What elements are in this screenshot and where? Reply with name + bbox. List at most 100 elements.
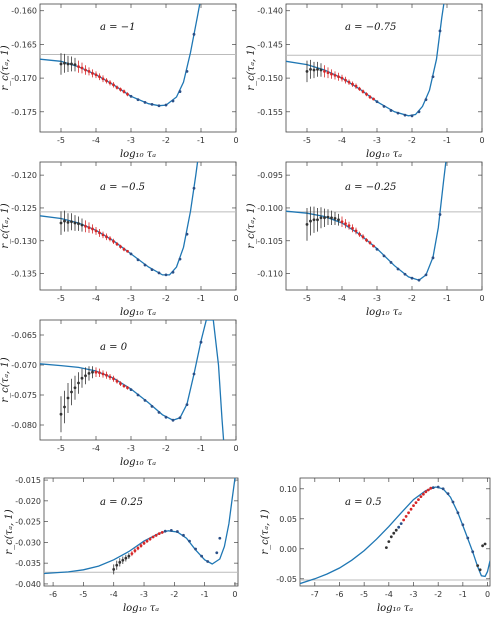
panel-7: -7 -6 -5 -4 -3 -2 -1 0 0.10 0.05 0.00 -0.05 a = 0.5 l… (260, 477, 491, 614)
x-tick-label: -5 (57, 294, 65, 303)
annotation-label: a = −0.25 (345, 182, 396, 193)
data-point (129, 252, 133, 256)
data-point (66, 220, 70, 224)
data-point (59, 62, 63, 66)
plot-frame (39, 161, 237, 291)
data-point (154, 533, 158, 537)
data-point (407, 511, 410, 515)
panel-5: -5 -4 -3 -2 -1 0 -0.065 -0.070 -0.075 -0.080 a = 0… (0, 319, 239, 468)
data-point (105, 235, 108, 239)
x-tick-label: 0 (479, 136, 484, 145)
data-point (424, 490, 428, 494)
data-point (323, 69, 326, 73)
plot-frame (39, 319, 237, 441)
y-tick-label: -0.125 (11, 204, 37, 213)
y-axis-label: r_c(τₐ, 1) (0, 203, 11, 248)
data-point (98, 75, 101, 79)
data-point (446, 492, 450, 495)
y-tick-label: -0.015 (15, 476, 41, 485)
data-point (316, 218, 319, 222)
x-tick-label: -4 (92, 294, 100, 303)
y-axis-label: r_c(τₐ, 1) (260, 509, 271, 554)
data-point (77, 222, 80, 226)
data-point (354, 84, 358, 88)
data-point (77, 65, 80, 69)
plot-area (40, 162, 236, 277)
y-tick-label: -0.030 (15, 538, 41, 547)
data-point (382, 254, 386, 258)
data-point (84, 68, 87, 72)
x-tick-label: -6 (49, 590, 57, 599)
x-axis-label: log₁₀ τₐ (120, 149, 156, 160)
data-point (169, 528, 173, 532)
data-point (456, 511, 460, 515)
y-tick-label: -0.135 (11, 270, 37, 279)
data-point (199, 340, 203, 344)
data-point (66, 396, 70, 400)
x-tick-label: 0 (233, 294, 238, 303)
annotation-label: a = 0.5 (345, 497, 382, 508)
x-tick-label: -3 (127, 294, 135, 303)
data-point (142, 541, 146, 545)
data-point (426, 488, 430, 492)
data-point (115, 563, 119, 567)
y-tick-label: -0.145 (257, 40, 283, 49)
data-point (410, 114, 414, 118)
data-point (98, 231, 101, 235)
data-point (175, 530, 179, 533)
data-point (70, 220, 73, 224)
y-tick-label: -0.040 (15, 580, 41, 589)
data-point (112, 240, 115, 243)
data-point (151, 535, 155, 539)
fit-curve (40, 320, 225, 440)
x-axis-label: log₁₀ τₐ (123, 603, 159, 614)
plot-area (300, 485, 490, 585)
annotation-label: a = −1 (100, 22, 135, 33)
x-axis-label: log₁₀ τₐ (377, 603, 413, 614)
y-axis-label: r_c(τₐ, 1) (4, 509, 15, 554)
data-point (145, 539, 149, 543)
x-tick-label: -4 (385, 590, 393, 599)
data-point (115, 86, 119, 89)
data-point (115, 379, 119, 383)
data-point (185, 232, 189, 236)
data-point (414, 501, 418, 504)
data-point (319, 216, 323, 220)
annotation-label: a = −0.75 (345, 22, 396, 33)
data-point (164, 273, 168, 277)
data-point (119, 382, 122, 385)
x-axis-label: log₁₀ τₐ (120, 307, 156, 318)
data-point (130, 552, 134, 555)
data-point (70, 62, 73, 66)
data-point (98, 371, 101, 375)
data-point (127, 554, 131, 558)
data-point (361, 235, 365, 239)
data-point (94, 73, 98, 77)
x-tick-label: -2 (170, 590, 178, 599)
data-point (436, 485, 440, 489)
data-point (431, 256, 435, 260)
x-tick-label: -3 (127, 136, 135, 145)
data-point (438, 213, 442, 216)
data-point (157, 271, 161, 275)
annotation-label: a = −0.5 (100, 182, 145, 193)
x-tick-label: -2 (408, 136, 416, 145)
data-point (481, 544, 484, 548)
y-axis-label: r_c(τₐ, 1) (0, 357, 11, 402)
data-point (101, 77, 105, 81)
data-point (136, 98, 140, 102)
data-point (417, 278, 421, 282)
y-tick-label: 0.00 (279, 545, 297, 554)
x-tick-label: -5 (57, 136, 65, 145)
data-point (178, 90, 182, 93)
data-point (91, 227, 94, 231)
x-tick-label: -4 (110, 590, 118, 599)
data-point (368, 241, 372, 245)
x-tick-label: -3 (140, 590, 148, 599)
data-point (73, 386, 77, 390)
data-point (112, 377, 115, 381)
data-point (389, 535, 393, 539)
data-point (394, 528, 398, 532)
data-point (361, 90, 365, 93)
